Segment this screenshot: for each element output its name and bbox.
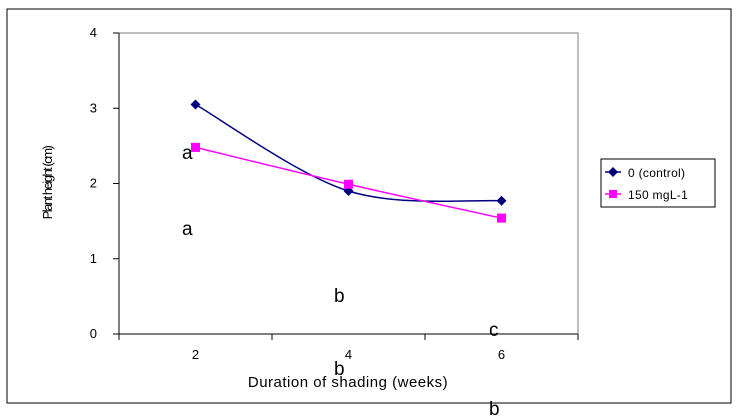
x-tick-label: 2 [192, 347, 199, 362]
legend-marker-control [608, 167, 618, 177]
y-tick-label: 3 [90, 100, 97, 115]
y-axis-title: Plant height (cm) [40, 145, 55, 219]
sig-letter: a [182, 219, 193, 240]
sig-letter: b [334, 286, 345, 307]
data-point [497, 213, 506, 223]
legend: 0 (control) 150 mgL-1 [600, 158, 716, 208]
y-tick-label: 2 [90, 176, 97, 191]
sig-letter: a [182, 143, 193, 164]
data-point [191, 142, 200, 152]
data-point [496, 195, 507, 206]
x-tick-label: 6 [498, 347, 505, 362]
legend-box [600, 158, 716, 208]
legend-label-control: 0 (control) [628, 166, 685, 180]
data-point [190, 99, 201, 110]
y-tick-label: 0 [90, 326, 97, 341]
legend-label-150: 150 mgL-1 [628, 188, 688, 202]
y-tick-label: 1 [90, 251, 97, 266]
x-tick-label: 4 [345, 347, 352, 362]
legend-marker-150 [609, 190, 617, 198]
x-ticks: 2 4 6 [118, 334, 579, 362]
data-point [344, 179, 353, 189]
series-layer [190, 99, 507, 223]
y-tick-label: 4 [90, 25, 97, 40]
sig-letter: b [489, 399, 500, 417]
sig-letter: b [334, 359, 345, 380]
y-ticks: 0 1 2 3 4 [90, 25, 119, 341]
sig-letter: c [489, 320, 499, 341]
significance-letters: a a b b c b [182, 143, 500, 417]
x-axis-title: Duration of shading (weeks) [248, 374, 448, 391]
